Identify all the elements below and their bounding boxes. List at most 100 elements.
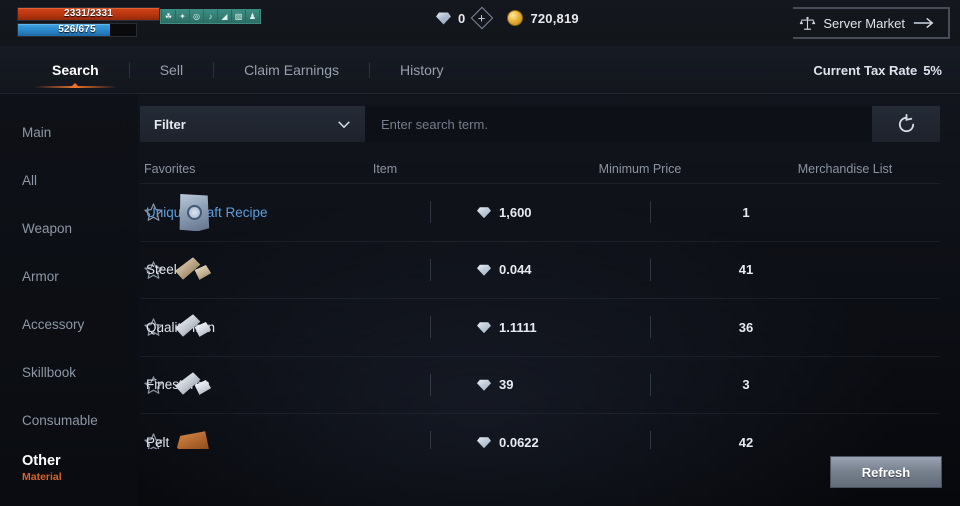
recipe-emblem-icon	[186, 204, 202, 220]
player-vitals: 2331/2331 526/675	[17, 7, 160, 39]
refresh-button[interactable]: Refresh	[830, 456, 942, 488]
table-row[interactable]: Finest Iron393	[140, 357, 940, 414]
tab-label: Claim Earnings	[244, 62, 339, 78]
tab-separator	[213, 62, 215, 78]
favorite-star-icon[interactable]	[144, 203, 163, 222]
tab-separator	[128, 62, 130, 78]
tab-history[interactable]: History	[370, 46, 474, 94]
sidebar-item-sublabel: Material	[22, 471, 62, 483]
server-market-label: Server Market	[823, 15, 905, 31]
add-crystal-button[interactable]: +	[471, 6, 494, 30]
top-hud: 2331/2331 526/675 ☘ ✦ ◎ ♪ ◢ ▧ ♟ 0 + 720,819	[0, 0, 960, 46]
table-header: Favorites Item Minimum Price Merchandise…	[140, 154, 940, 184]
plus-icon: +	[478, 10, 487, 26]
favorite-star-icon[interactable]	[144, 318, 163, 337]
currency-gem-icon	[477, 322, 491, 334]
row-favorite-cell	[140, 193, 240, 232]
tab-label: Sell	[159, 62, 184, 78]
column-header-item: Item	[372, 161, 398, 176]
item-min-price-value: 0.044	[499, 262, 532, 278]
recipe-scroll-icon	[179, 194, 210, 232]
buff-icon-5[interactable]: ◢	[218, 10, 231, 23]
column-header-merchandise: Merchandise List	[797, 161, 893, 176]
column-header-favorites: Favorites	[144, 161, 196, 176]
hp-bar-fill	[18, 8, 159, 20]
item-min-price: 0.044	[431, 262, 650, 277]
buff-icon-7[interactable]: ♟	[246, 10, 259, 23]
mp-bar-fill	[18, 24, 111, 36]
tab-sell[interactable]: Sell	[130, 46, 213, 94]
item-merchandise-count: 3	[742, 377, 750, 393]
arrow-right-icon	[913, 17, 934, 29]
sidebar-item-armor[interactable]: Armor	[0, 252, 138, 300]
filter-label: Filter	[154, 116, 186, 132]
mp-bar-label: 526/675	[58, 24, 96, 35]
sidebar-item-label: Other	[22, 453, 61, 469]
item-icon	[175, 308, 213, 346]
item-min-price: 0.0622	[431, 435, 650, 449]
item-min-price-value: 0.0622	[499, 434, 539, 449]
tab-separator	[369, 62, 370, 78]
favorite-star-icon[interactable]	[144, 376, 163, 394]
filter-dropdown[interactable]: Filter	[140, 106, 365, 142]
refresh-button-label: Refresh	[861, 464, 911, 480]
gold-coin-icon	[507, 10, 524, 26]
item-name[interactable]: Steel	[146, 262, 177, 278]
tax-rate-value: 5%	[923, 62, 942, 78]
sidebar-item-other[interactable]: Other Material	[0, 444, 138, 492]
sidebar-item-label: Armor	[22, 268, 59, 284]
tab-claim-earnings[interactable]: Claim Earnings	[214, 46, 369, 94]
sidebar-item-weapon[interactable]: Weapon	[0, 204, 138, 252]
filter-bar: Filter	[140, 106, 940, 142]
sidebar-item-skillbook[interactable]: Skillbook	[0, 348, 138, 396]
sidebar-item-consumable[interactable]: Consumable	[0, 396, 138, 444]
buff-icon-2[interactable]: ✦	[176, 10, 189, 23]
tax-rate-label: Current Tax Rate	[813, 62, 918, 78]
item-min-price: 1.1111	[431, 320, 650, 335]
table-row[interactable]: Pelt 0.0622 42	[140, 414, 940, 449]
item-name[interactable]: Pelt	[146, 434, 170, 449]
reset-search-button[interactable]	[872, 106, 940, 142]
sidebar-item-main[interactable]: Main	[0, 108, 138, 156]
buff-icon-1[interactable]: ☘	[162, 10, 175, 23]
table-row[interactable]: Steel 0.044 41	[140, 242, 940, 299]
column-divider	[430, 373, 431, 396]
column-divider	[430, 431, 431, 449]
column-divider	[430, 316, 431, 339]
tab-label: Search	[52, 62, 99, 78]
sidebar-item-accessory[interactable]: Accessory	[0, 300, 138, 348]
crystal-icon	[436, 12, 451, 25]
tax-rate-display: Current Tax Rate 5%	[813, 46, 942, 94]
currency-gem-icon	[477, 264, 491, 276]
column-divider	[650, 201, 651, 224]
category-sidebar: Main All Weapon Armor Accessory Skillbook Cons…	[0, 94, 138, 506]
server-market-button[interactable]: Server Market	[793, 7, 950, 39]
search-panel: Filter Favorites Item Minimum Price Merc…	[138, 94, 960, 506]
item-merchandise-count: 36	[738, 319, 754, 335]
sidebar-item-label: Accessory	[22, 316, 85, 332]
sidebar-item-all[interactable]: All	[0, 156, 138, 204]
favorite-star-icon[interactable]	[144, 433, 163, 449]
column-divider	[650, 373, 651, 396]
crystal-amount: 0	[458, 10, 466, 26]
buff-icon-3[interactable]: ◎	[190, 10, 203, 23]
tab-label: History	[400, 62, 444, 78]
favorite-star-icon[interactable]	[144, 261, 163, 279]
sidebar-item-label: Skillbook	[22, 364, 77, 380]
pelt-icon	[177, 431, 209, 449]
tab-search[interactable]: Search	[22, 46, 129, 94]
buff-bar: ☘ ✦ ◎ ♪ ◢ ▧ ♟	[160, 9, 261, 24]
hp-bar: 2331/2331	[17, 7, 160, 21]
row-favorite-cell	[140, 308, 240, 346]
column-divider	[430, 258, 431, 281]
buff-icon-6[interactable]: ▧	[232, 10, 245, 23]
buff-icon-4[interactable]: ♪	[204, 10, 217, 23]
tab-bar: Search Sell Claim Earnings History Current …	[0, 46, 960, 94]
currency-gem-icon	[477, 379, 491, 391]
search-input[interactable]	[365, 106, 872, 142]
sidebar-item-label: Consumable	[22, 412, 98, 428]
item-min-price-value: 39	[499, 377, 514, 393]
